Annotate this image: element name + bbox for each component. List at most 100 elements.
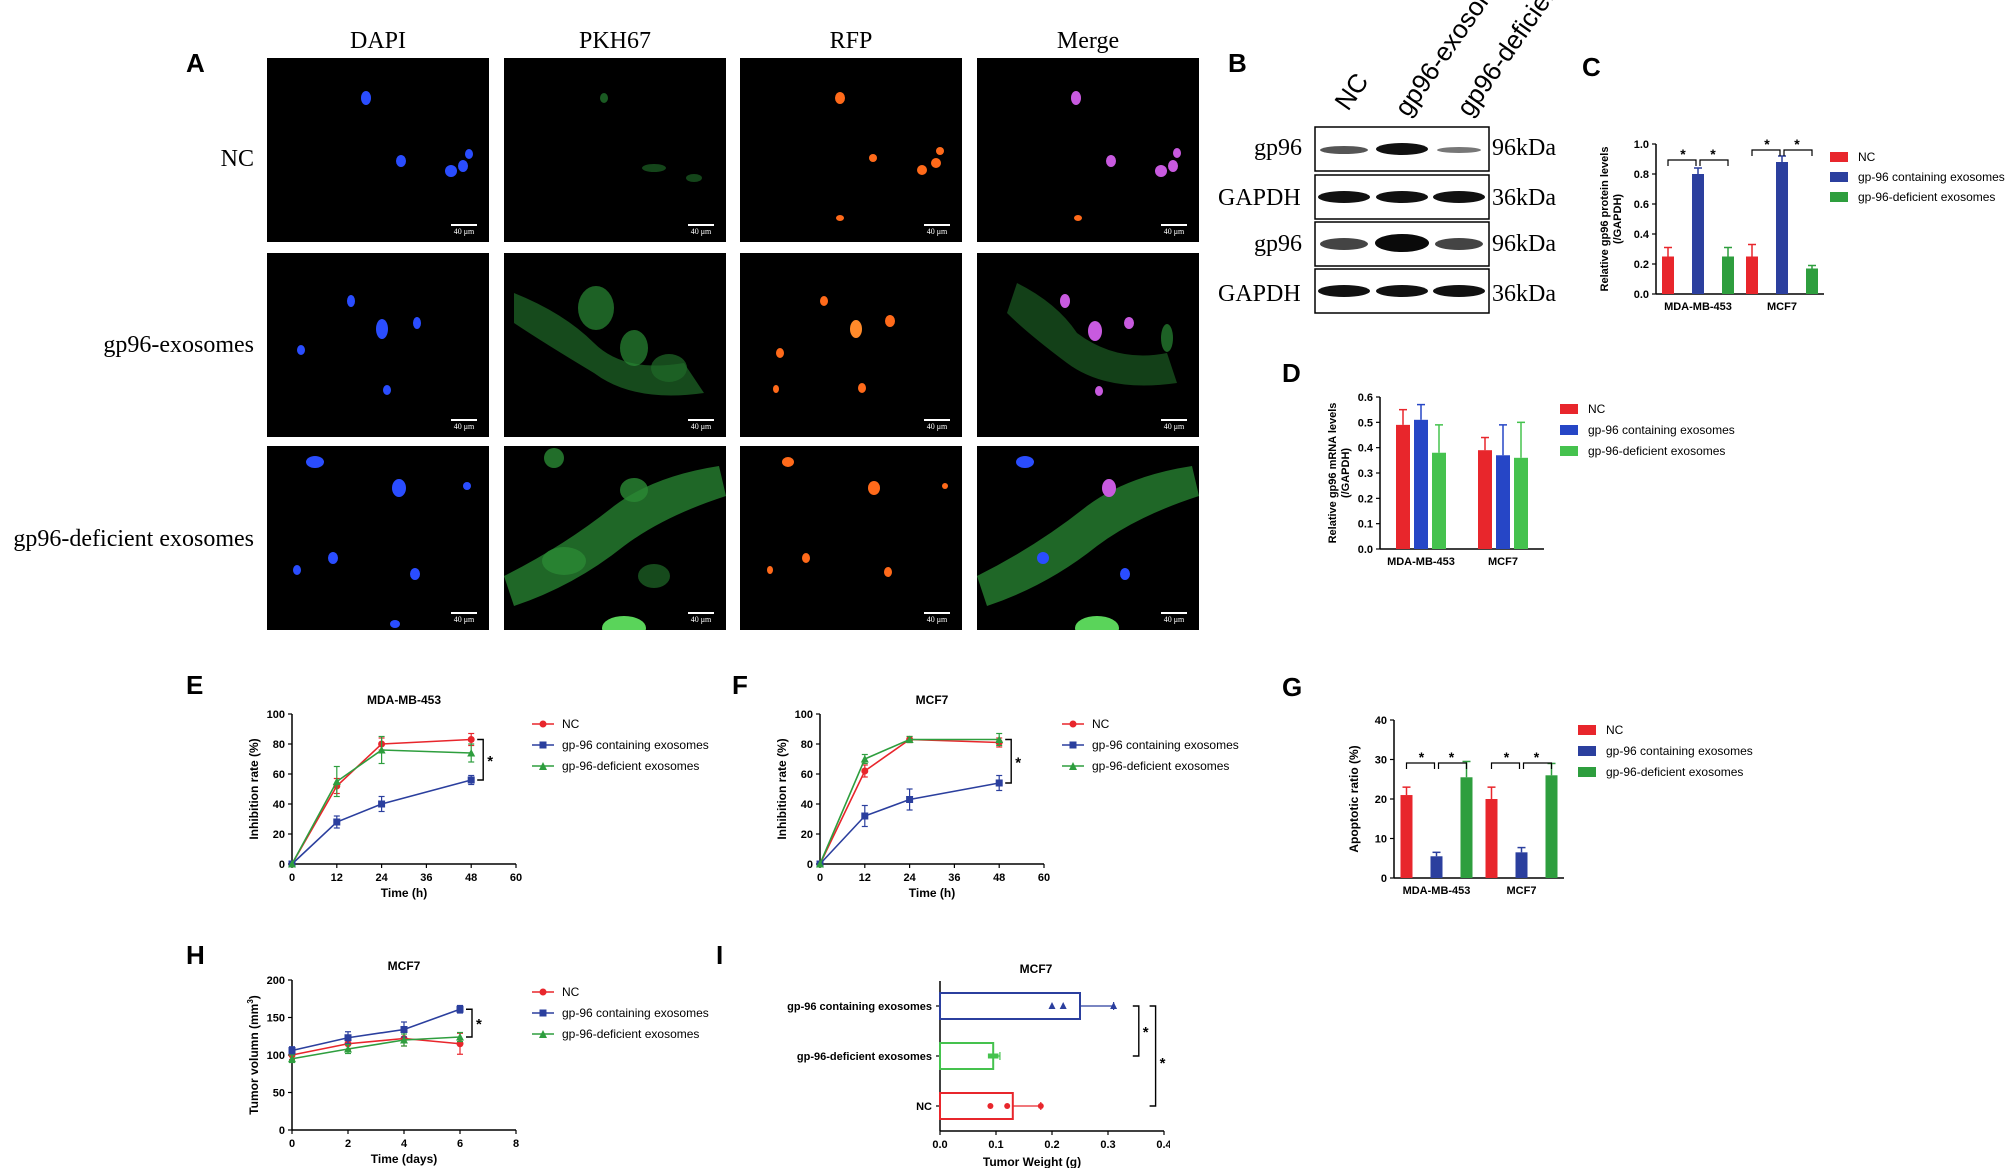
image-rfp-gp96: 40 μm xyxy=(740,253,962,437)
y-tick-label: 0.0 xyxy=(1634,289,1649,301)
y-tick-label: 200 xyxy=(267,975,285,987)
legend-item-deficient: gp-96-deficient exosomes xyxy=(532,755,709,776)
x-tick-label: 24 xyxy=(375,872,388,884)
legend-d: NC gp-96 containing exosomes gp-96-defic… xyxy=(1560,398,1735,461)
legend-marker-nc xyxy=(532,720,554,727)
image-merge-deficient: 40 μm xyxy=(977,446,1199,630)
chart-title: MDA-MB-453 xyxy=(367,693,441,707)
legend-item-deficient: gp-96-deficient exosomes xyxy=(1578,761,1753,782)
legend-item-nc: NC xyxy=(532,713,709,734)
data-point xyxy=(987,1103,994,1109)
data-point xyxy=(377,746,386,754)
chart-d: Relative gp96 mRNA levels (/GAPDH) 0.0 0.1 0… xyxy=(1320,385,1610,590)
scale-bar: 40 μm xyxy=(924,419,950,431)
x-axis-label: Time (h) xyxy=(909,886,955,900)
scale-bar: 40 μm xyxy=(688,612,714,624)
legend-label-containing: gp-96 containing exosomes xyxy=(562,1005,709,1020)
chart-c-svg: Relative gp96 protein levels (/GAPDH) 0.0 0… xyxy=(1599,136,1824,313)
row-head-nc: NC xyxy=(220,146,254,172)
legend-h: NC gp-96 containing exosomes gp-96-defic… xyxy=(532,981,709,1044)
legend-item-deficient: gp-96-deficient exosomes xyxy=(1830,187,2005,207)
y-tick-label: gp-96-deficient exosomes xyxy=(797,1051,932,1063)
y-tick-label: 100 xyxy=(795,709,813,721)
panel-letter-g: G xyxy=(1282,672,1303,702)
bar xyxy=(1806,268,1818,294)
chart-f-svg: MCF7 0 20 40 60 80 100 0 12 24 36 48 60 Time (h) Inhib… xyxy=(775,693,1050,900)
legend-marker-nc xyxy=(1062,720,1084,727)
panel-letter-b: B xyxy=(1228,48,1247,78)
bar xyxy=(939,992,1081,1020)
sig-bracket xyxy=(1751,149,1781,156)
scale-bar: 40 μm xyxy=(924,612,950,624)
y-axis-label-main: Tumor volumn (mm xyxy=(247,1004,261,1115)
sig-star: * xyxy=(1794,136,1800,152)
sig-star: * xyxy=(1504,749,1510,765)
data-point xyxy=(288,860,296,868)
legend-marker-containing xyxy=(1062,741,1084,748)
y-tick-label: 1.0 xyxy=(1634,139,1649,151)
data-point xyxy=(816,860,824,868)
bar xyxy=(939,1042,995,1070)
col-head-rfp: RFP xyxy=(829,28,873,54)
y-tick-label: 0.6 xyxy=(1358,392,1373,404)
scale-bar: 40 μm xyxy=(1161,419,1187,431)
data-point xyxy=(456,1005,464,1013)
x-tick-label: 8 xyxy=(513,1138,519,1150)
legend-label-nc: NC xyxy=(1588,401,1606,416)
x-tick-label: 2 xyxy=(345,1138,351,1150)
series-line xyxy=(291,749,472,865)
data-point xyxy=(861,767,869,775)
bar xyxy=(1396,424,1410,549)
data-point xyxy=(861,812,869,820)
band-size-3: 96kDa xyxy=(1492,231,1556,257)
legend-swatch-deficient xyxy=(1560,445,1578,456)
data-point xyxy=(456,1033,464,1041)
legend-f: NC gp-96 containing exosomes gp-96-defic… xyxy=(1062,713,1239,776)
scale-bar: 40 μm xyxy=(1161,612,1187,624)
scale-bar: 40 μm xyxy=(688,419,714,431)
x-tick-label: 0.0 xyxy=(932,1139,947,1151)
chart-title: MCF7 xyxy=(916,693,949,707)
sig-star: * xyxy=(487,753,493,770)
bar xyxy=(1746,256,1758,294)
sig-bracket xyxy=(1667,159,1697,166)
y-tick-label: 80 xyxy=(273,739,285,751)
sig-star: * xyxy=(1160,1055,1166,1072)
x-tick-label: 48 xyxy=(993,872,1005,884)
x-tick-label: 4 xyxy=(401,1138,408,1150)
data-point xyxy=(993,1053,999,1059)
chart-title: MCF7 xyxy=(1020,962,1053,976)
y-tick-label: 0 xyxy=(807,859,813,871)
x-tick-label: 0.2 xyxy=(1044,1139,1059,1151)
chart-h: MCF7 0 50 100 150 200 0 2 4 6 8 Time (days) Tumor vo… xyxy=(236,959,536,1173)
legend-label-deficient: gp-96-deficient exosomes xyxy=(562,1026,700,1041)
y-tick-label: 30 xyxy=(1375,755,1387,767)
band-size-1: 96kDa xyxy=(1492,135,1556,161)
legend-label-containing: gp-96 containing exosomes xyxy=(1092,737,1239,752)
y-axis-label: Inhibition rate (%) xyxy=(775,738,789,839)
legend-marker-containing xyxy=(532,1009,554,1016)
legend-item-nc: NC xyxy=(1062,713,1239,734)
legend-marker-deficient xyxy=(532,761,554,770)
x-tick-label: MCF7 xyxy=(1507,885,1537,897)
scale-bar: 40 μm xyxy=(1161,224,1187,236)
chart-e: MDA-MB-453 0 20 40 60 80 100 0 12 24 36 48 60 Time (h… xyxy=(236,690,536,915)
chart-i: MCF7 0.0 0.1 0.2 0.3 0.4 Tumor Weight (g) gp-96… xyxy=(750,955,1172,1173)
legend-swatch-nc xyxy=(1830,152,1848,162)
panel-letter-i: I xyxy=(716,940,724,970)
legend-marker-containing xyxy=(532,741,554,748)
y-tick-label: 40 xyxy=(801,799,813,811)
data-point xyxy=(995,735,1004,743)
y-tick-label: 50 xyxy=(273,1088,285,1100)
sig-star: * xyxy=(1680,146,1686,162)
x-tick-label: 0.4 xyxy=(1156,1139,1170,1151)
image-dapi-nc: 40 μm xyxy=(267,58,489,242)
x-tick-label: MDA-MB-453 xyxy=(1664,301,1732,313)
legend-swatch-deficient xyxy=(1578,766,1596,777)
series-line xyxy=(291,779,472,865)
series-line xyxy=(291,1037,461,1056)
legend-label-nc: NC xyxy=(1092,716,1110,731)
y-axis-label: Tumor volumn (mm3) xyxy=(246,995,261,1115)
data-point xyxy=(1037,1103,1044,1109)
panel-letter-h: H xyxy=(186,940,205,970)
